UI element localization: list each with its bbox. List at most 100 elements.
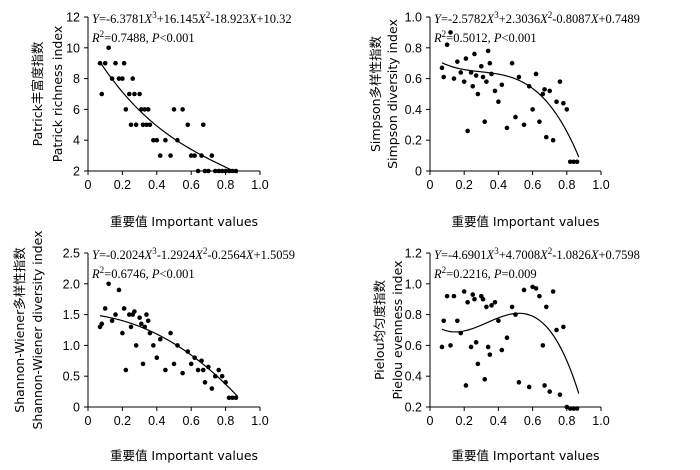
- data-point: [564, 107, 570, 112]
- chart-panel-4: 0 0.2 0.4 0.6 0.8 1.0 0.2 0.4 0.6 0.8 1.0 1.2 重要值 Im…: [372, 246, 640, 463]
- data-point: [144, 312, 149, 317]
- x-tick-label: 0.2: [456, 178, 473, 192]
- fit-curve: [99, 315, 239, 397]
- data-point: [116, 76, 122, 81]
- y-axis-label-en: Patrick richness index: [50, 26, 65, 162]
- y-tick-label: 0.2: [405, 134, 422, 148]
- data-point: [487, 352, 493, 357]
- data-point: [157, 336, 163, 342]
- data-point: [485, 344, 491, 350]
- data-point: [513, 312, 518, 317]
- data-point: [480, 74, 486, 80]
- y-tick-label: 0: [415, 165, 422, 179]
- data-point: [543, 134, 549, 140]
- data-point: [206, 364, 211, 370]
- x-tick-label: 0.6: [183, 414, 200, 428]
- data-point: [513, 114, 518, 120]
- y-tick-label: 0.6: [405, 339, 422, 353]
- data-point: [463, 383, 469, 388]
- data-point: [171, 107, 177, 112]
- x-tick-label: 1.0: [251, 178, 268, 192]
- data-point: [123, 107, 129, 112]
- data-point: [473, 340, 479, 345]
- x-tick-label: 0.8: [558, 178, 575, 192]
- data-point: [451, 76, 457, 81]
- regression-equation: Y=-4.6901X3+4.7008X2-1.0826X+0.7598: [434, 246, 640, 262]
- data-point: [540, 343, 546, 348]
- data-point: [482, 376, 488, 382]
- y-tick-label: 0.8: [405, 41, 422, 55]
- y-axis-label-cn: Shannon-Wiener多样性指数: [12, 247, 27, 413]
- data-point: [526, 384, 532, 390]
- data-point: [537, 119, 542, 125]
- data-point: [128, 324, 134, 330]
- chart-panel-1: 0 0.2 0.4 0.6 0.8 1.0 2 4 6 8 10 12 重要值 Important va…: [30, 10, 292, 229]
- data-point: [557, 392, 563, 397]
- r-squared-annotation: R2=0.5012, P<0.001: [433, 29, 537, 45]
- data-point: [212, 373, 218, 379]
- data-point: [571, 159, 576, 165]
- y-tick-label: 6: [73, 103, 80, 117]
- data-point: [444, 42, 450, 48]
- data-point: [168, 153, 173, 158]
- fit-curve: [441, 62, 580, 158]
- data-point: [504, 335, 510, 341]
- x-tick-label: 0.4: [490, 414, 507, 428]
- data-point: [484, 304, 489, 310]
- data-point: [151, 137, 156, 143]
- data-point: [126, 312, 132, 317]
- data-point: [116, 287, 122, 293]
- data-point: [200, 367, 206, 373]
- data-point: [133, 122, 139, 128]
- y-tick-label: 10: [66, 41, 80, 55]
- data-point: [526, 84, 532, 89]
- data-point: [550, 289, 556, 294]
- data-point: [188, 153, 194, 158]
- data-point: [97, 60, 103, 66]
- data-point: [554, 99, 559, 104]
- data-point: [492, 88, 498, 94]
- data-point: [480, 296, 486, 302]
- x-tick-label: 0.6: [524, 178, 541, 192]
- data-point: [199, 358, 204, 364]
- data-point: [175, 137, 180, 143]
- data-point: [550, 137, 556, 143]
- data-point: [126, 91, 132, 97]
- y-axis-label-cn: Patrick丰富度指数: [30, 41, 45, 146]
- x-tick-label: 0.4: [148, 414, 165, 428]
- data-point: [468, 70, 474, 75]
- data-point: [542, 87, 547, 92]
- data-point: [230, 168, 235, 174]
- y-axis-label-cn: Simpson多样性指数: [368, 35, 383, 152]
- data-point: [479, 63, 484, 69]
- x-tick-label: 0.6: [524, 414, 541, 428]
- data-point: [140, 361, 146, 367]
- data-point: [147, 122, 153, 128]
- data-point: [489, 303, 494, 308]
- y-axis-label-en: Simpson diversity index: [385, 19, 400, 169]
- data-point: [140, 122, 146, 128]
- data-point: [230, 395, 235, 401]
- data-point: [142, 324, 148, 330]
- data-point: [130, 76, 136, 81]
- y-tick-label: 1.0: [63, 339, 80, 353]
- data-point: [540, 91, 546, 97]
- y-tick-label: 1.5: [63, 308, 80, 322]
- data-point: [475, 91, 481, 97]
- data-point: [102, 306, 108, 311]
- data-point: [195, 367, 201, 373]
- chart-panel-2: 0 0.2 0.4 0.6 0.8 1.0 0 0.2 0.4 0.6 0.8 1.0 重要值 Impo…: [368, 10, 640, 229]
- data-point: [547, 88, 552, 94]
- data-point: [451, 293, 457, 299]
- data-point: [516, 74, 522, 80]
- data-point: [561, 100, 566, 106]
- data-point: [175, 343, 180, 348]
- data-point: [468, 344, 474, 350]
- data-point: [139, 321, 144, 327]
- data-point: [547, 389, 552, 394]
- data-point: [200, 122, 206, 128]
- data-point: [99, 321, 105, 327]
- data-point: [461, 289, 467, 294]
- y-tick-label: 1.0: [405, 277, 422, 291]
